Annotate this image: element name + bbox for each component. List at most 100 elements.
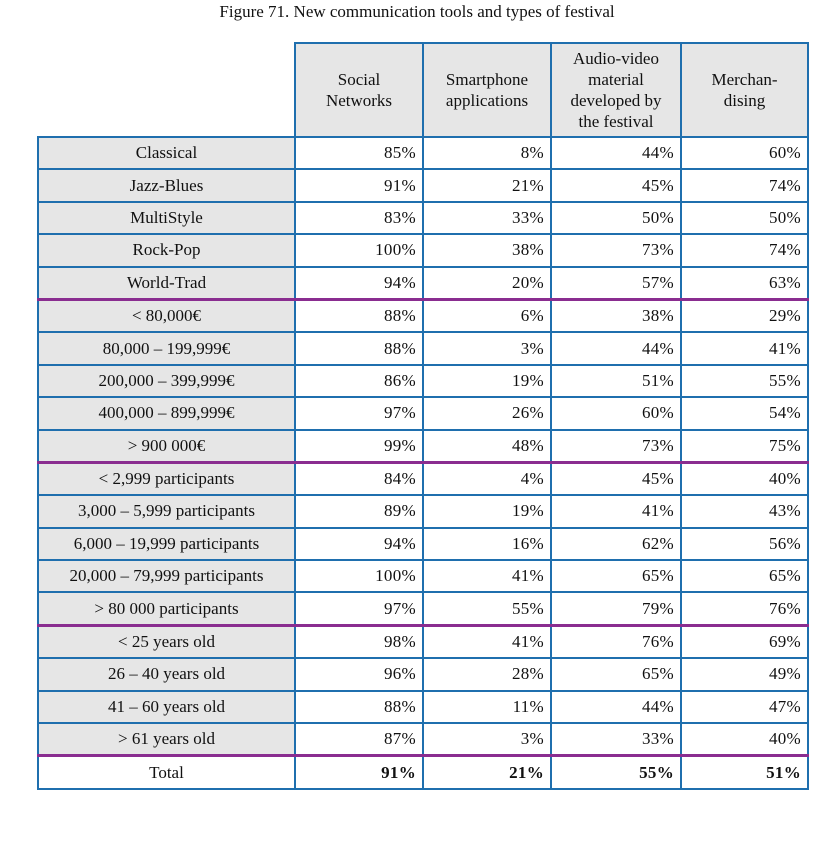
row-label: < 25 years old (37, 623, 296, 660)
value-cell: 19% (422, 494, 552, 529)
table-row: MultiStyle 83% 33% 50% 50% (37, 200, 809, 236)
col-header-audio-video-material: Audio-video material developed by the festi… (550, 42, 682, 138)
value-cell: 4% (422, 460, 552, 497)
value-cell: 43% (680, 494, 809, 529)
value-cell: 21% (422, 754, 552, 790)
row-label: > 900 000€ (37, 428, 296, 464)
value-cell: 47% (680, 689, 809, 725)
value-cell: 99% (294, 428, 424, 464)
value-cell: 88% (294, 331, 424, 366)
value-cell: 73% (550, 233, 682, 268)
value-cell: 6% (422, 297, 552, 334)
table-row: Rock-Pop 100% 38% 73% 74% (37, 233, 809, 268)
value-cell: 8% (422, 135, 552, 171)
value-cell: 44% (550, 331, 682, 366)
col-header-merchandising: Merchan-dising (680, 42, 809, 138)
row-label: Rock-Pop (37, 233, 296, 268)
value-cell: 85% (294, 135, 424, 171)
value-cell: 84% (294, 460, 424, 497)
value-cell: 83% (294, 200, 424, 236)
value-cell: 69% (680, 623, 809, 660)
row-label: > 61 years old (37, 722, 296, 757)
figure-title: Figure 71. New communication tools and t… (219, 2, 615, 21)
value-cell: 91% (294, 754, 424, 790)
value-cell: 3% (422, 331, 552, 366)
value-cell: 54% (680, 396, 809, 431)
row-label: 41 – 60 years old (37, 689, 296, 725)
table-row: 3,000 – 5,999 participants 89% 19% 41% 43% (37, 494, 809, 529)
value-cell: 51% (680, 754, 809, 790)
value-cell: 74% (680, 233, 809, 268)
value-cell: 76% (680, 591, 809, 627)
row-label: World-Trad (37, 265, 296, 301)
value-cell: 73% (550, 428, 682, 464)
row-label: MultiStyle (37, 200, 296, 236)
table-row: > 80 000 participants 97% 55% 79% 76% (37, 591, 809, 627)
value-cell: 97% (294, 591, 424, 627)
row-label: < 80,000€ (37, 297, 296, 334)
value-cell: 76% (550, 623, 682, 660)
table-row: < 25 years old 98% 41% 76% 69% (37, 623, 809, 660)
row-label: 80,000 – 199,999€ (37, 331, 296, 366)
value-cell: 62% (550, 526, 682, 562)
value-cell: 91% (294, 168, 424, 203)
value-cell: 50% (680, 200, 809, 236)
table-row: Jazz-Blues 91% 21% 45% 74% (37, 168, 809, 203)
row-label: Jazz-Blues (37, 168, 296, 203)
value-cell: 65% (550, 559, 682, 594)
value-cell: 41% (550, 494, 682, 529)
value-cell: 55% (422, 591, 552, 627)
value-cell: 21% (422, 168, 552, 203)
row-label: Total (37, 754, 296, 790)
table-row: 400,000 – 899,999€ 97% 26% 60% 54% (37, 396, 809, 431)
value-cell: 98% (294, 623, 424, 660)
value-cell: 48% (422, 428, 552, 464)
table-row: 20,000 – 79,999 participants 100% 41% 65% 65… (37, 559, 809, 594)
value-cell: 60% (680, 135, 809, 171)
data-table: Social Networks Smartphone applications Au… (37, 42, 809, 790)
table-row: 80,000 – 199,999€ 88% 3% 44% 41% (37, 331, 809, 366)
value-cell: 50% (550, 200, 682, 236)
value-cell: 51% (550, 363, 682, 399)
corner-cell (38, 43, 296, 138)
value-cell: 41% (680, 331, 809, 366)
value-cell: 56% (680, 526, 809, 562)
value-cell: 41% (422, 623, 552, 660)
value-cell: 96% (294, 657, 424, 692)
value-cell: 75% (680, 428, 809, 464)
value-cell: 55% (550, 754, 682, 790)
table-row: < 2,999 participants 84% 4% 45% 40% (37, 460, 809, 497)
row-label: 200,000 – 399,999€ (37, 363, 296, 399)
value-cell: 38% (550, 297, 682, 334)
value-cell: 88% (294, 297, 424, 334)
value-cell: 88% (294, 689, 424, 725)
row-label: < 2,999 participants (37, 460, 296, 497)
table-row: > 900 000€ 99% 48% 73% 75% (37, 428, 809, 464)
value-cell: 63% (680, 265, 809, 301)
value-cell: 44% (550, 689, 682, 725)
value-cell: 29% (680, 297, 809, 334)
value-cell: 20% (422, 265, 552, 301)
col-header-smartphone-applications: Smartphone applications (422, 42, 552, 138)
value-cell: 97% (294, 396, 424, 431)
value-cell: 100% (294, 559, 424, 594)
value-cell: 40% (680, 460, 809, 497)
value-cell: 38% (422, 233, 552, 268)
col-header-social-networks: Social Networks (294, 42, 424, 138)
value-cell: 79% (550, 591, 682, 627)
total-row: Total 91% 21% 55% 51% (37, 754, 809, 790)
table-row: 26 – 40 years old 96% 28% 65% 49% (37, 657, 809, 692)
row-label: 400,000 – 899,999€ (37, 396, 296, 431)
value-cell: 28% (422, 657, 552, 692)
value-cell: 94% (294, 265, 424, 301)
value-cell: 57% (550, 265, 682, 301)
value-cell: 86% (294, 363, 424, 399)
row-label: 26 – 40 years old (37, 657, 296, 692)
value-cell: 74% (680, 168, 809, 203)
value-cell: 26% (422, 396, 552, 431)
value-cell: 45% (550, 168, 682, 203)
row-label: 20,000 – 79,999 participants (37, 559, 296, 594)
table-row: Classical 85% 8% 44% 60% (37, 135, 809, 171)
value-cell: 11% (422, 689, 552, 725)
value-cell: 3% (422, 722, 552, 757)
